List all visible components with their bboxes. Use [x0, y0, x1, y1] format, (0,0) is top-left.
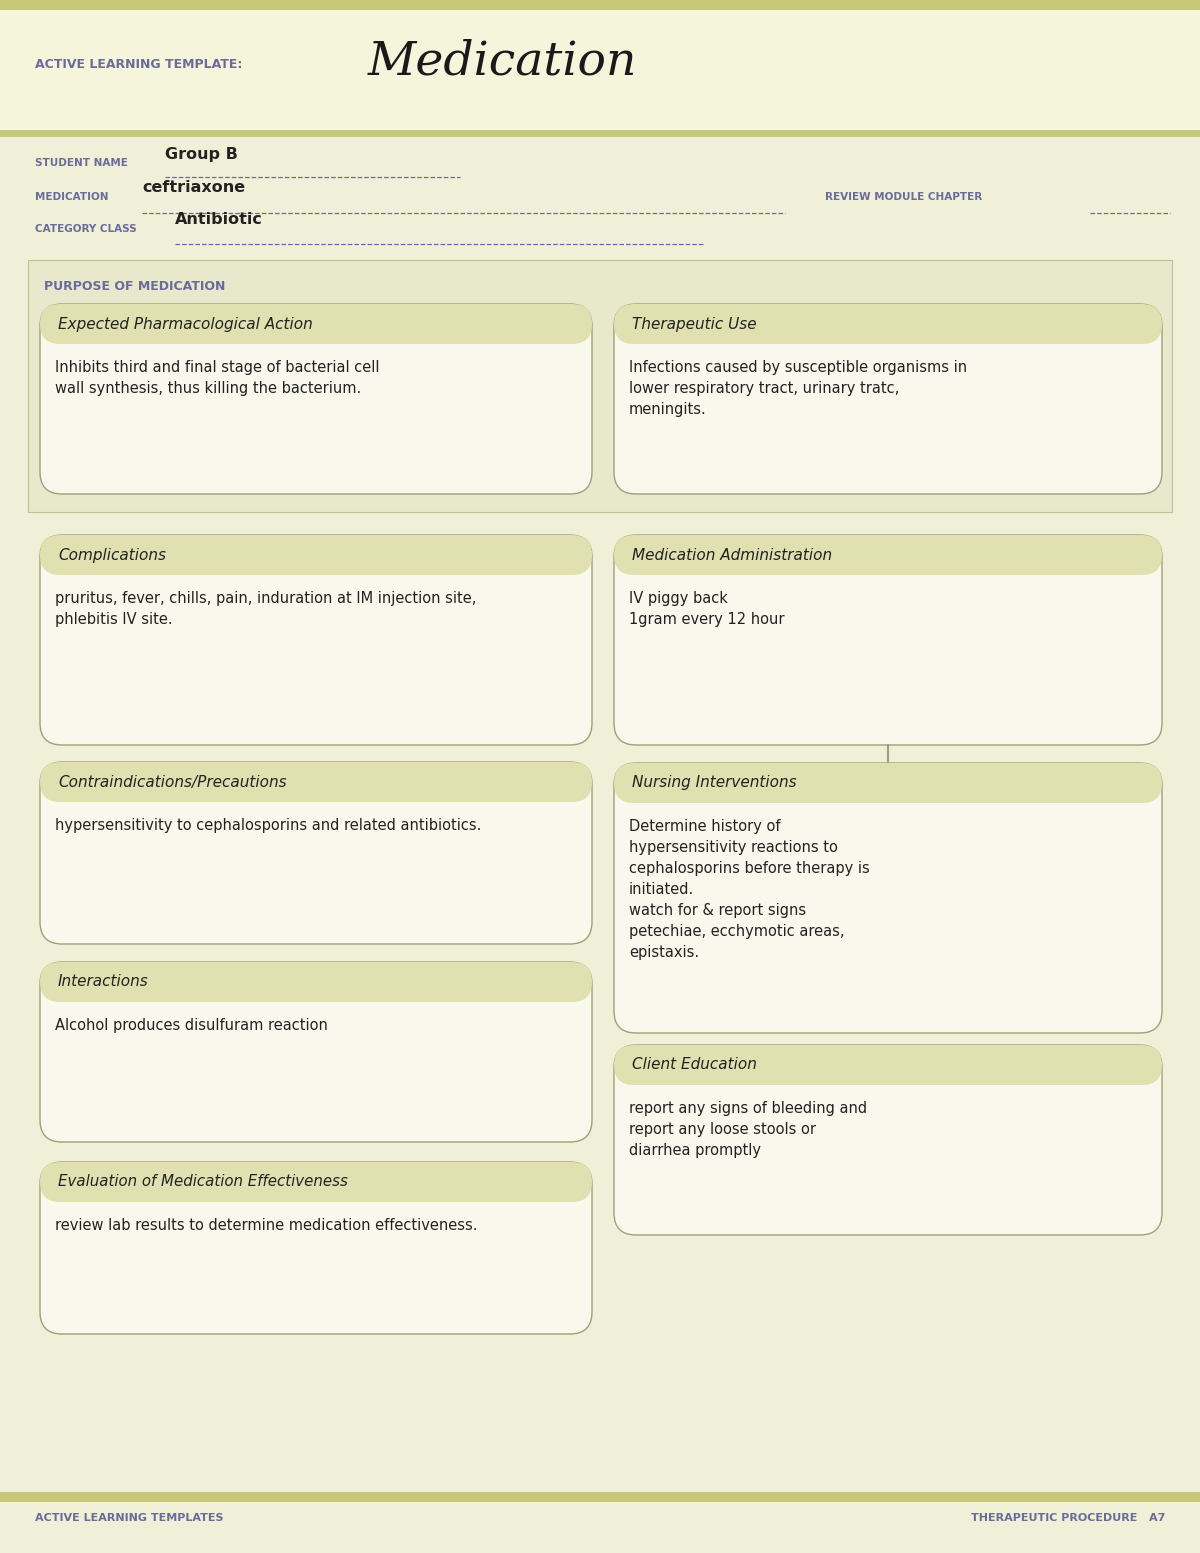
- FancyBboxPatch shape: [614, 304, 1162, 345]
- FancyBboxPatch shape: [40, 304, 592, 345]
- Text: ceftriaxone: ceftriaxone: [142, 180, 245, 196]
- FancyBboxPatch shape: [614, 1045, 1162, 1086]
- FancyBboxPatch shape: [40, 1162, 592, 1202]
- Text: Interactions: Interactions: [58, 974, 149, 989]
- FancyBboxPatch shape: [40, 763, 592, 944]
- Text: ACTIVE LEARNING TEMPLATE:: ACTIVE LEARNING TEMPLATE:: [35, 59, 242, 71]
- FancyBboxPatch shape: [40, 304, 592, 494]
- Text: hypersensitivity to cephalosporins and related antibiotics.: hypersensitivity to cephalosporins and r…: [55, 818, 481, 832]
- Text: STUDENT NAME: STUDENT NAME: [35, 158, 128, 168]
- FancyBboxPatch shape: [0, 0, 1200, 9]
- Text: Group B: Group B: [166, 146, 238, 162]
- FancyBboxPatch shape: [0, 130, 1200, 137]
- FancyBboxPatch shape: [40, 763, 592, 801]
- Text: Antibiotic: Antibiotic: [175, 213, 263, 227]
- FancyBboxPatch shape: [614, 1045, 1162, 1235]
- FancyBboxPatch shape: [0, 1492, 1200, 1502]
- Text: report any signs of bleeding and
report any loose stools or
diarrhea promptly: report any signs of bleeding and report …: [629, 1101, 868, 1159]
- Text: Client Education: Client Education: [632, 1058, 757, 1073]
- FancyBboxPatch shape: [40, 534, 592, 745]
- Text: Complications: Complications: [58, 548, 166, 562]
- Text: MEDICATION: MEDICATION: [35, 193, 108, 202]
- Text: THERAPEUTIC PROCEDURE   A7: THERAPEUTIC PROCEDURE A7: [971, 1513, 1165, 1523]
- FancyBboxPatch shape: [614, 534, 1162, 575]
- FancyBboxPatch shape: [614, 763, 1162, 1033]
- Text: PURPOSE OF MEDICATION: PURPOSE OF MEDICATION: [44, 281, 226, 294]
- FancyBboxPatch shape: [0, 137, 1200, 247]
- Text: pruritus, fever, chills, pain, induration at IM injection site,
phlebitis IV sit: pruritus, fever, chills, pain, induratio…: [55, 592, 476, 627]
- FancyBboxPatch shape: [40, 1162, 592, 1334]
- Text: REVIEW MODULE CHAPTER: REVIEW MODULE CHAPTER: [826, 193, 983, 202]
- Text: Determine history of
hypersensitivity reactions to
cephalosporins before therapy: Determine history of hypersensitivity re…: [629, 818, 870, 960]
- Text: IV piggy back
1gram every 12 hour: IV piggy back 1gram every 12 hour: [629, 592, 785, 627]
- FancyBboxPatch shape: [614, 304, 1162, 494]
- FancyBboxPatch shape: [614, 763, 1162, 803]
- FancyBboxPatch shape: [0, 9, 1200, 130]
- FancyBboxPatch shape: [28, 259, 1172, 512]
- Text: Expected Pharmacological Action: Expected Pharmacological Action: [58, 317, 313, 331]
- Text: Medication Administration: Medication Administration: [632, 548, 832, 562]
- Text: Inhibits third and final stage of bacterial cell
wall synthesis, thus killing th: Inhibits third and final stage of bacter…: [55, 360, 379, 396]
- Text: Contraindications/Precautions: Contraindications/Precautions: [58, 775, 287, 789]
- FancyBboxPatch shape: [40, 534, 592, 575]
- Text: Alcohol produces disulfuram reaction: Alcohol produces disulfuram reaction: [55, 1019, 328, 1033]
- Text: ACTIVE LEARNING TEMPLATES: ACTIVE LEARNING TEMPLATES: [35, 1513, 223, 1523]
- Text: Medication: Medication: [368, 39, 637, 84]
- FancyBboxPatch shape: [40, 961, 592, 1002]
- Text: review lab results to determine medication effectiveness.: review lab results to determine medicati…: [55, 1218, 478, 1233]
- Text: Therapeutic Use: Therapeutic Use: [632, 317, 757, 331]
- FancyBboxPatch shape: [40, 961, 592, 1141]
- Text: Evaluation of Medication Effectiveness: Evaluation of Medication Effectiveness: [58, 1174, 348, 1190]
- FancyBboxPatch shape: [614, 534, 1162, 745]
- Text: Infections caused by susceptible organisms in
lower respiratory tract, urinary t: Infections caused by susceptible organis…: [629, 360, 967, 418]
- Text: Nursing Interventions: Nursing Interventions: [632, 775, 797, 790]
- Text: CATEGORY CLASS: CATEGORY CLASS: [35, 224, 137, 235]
